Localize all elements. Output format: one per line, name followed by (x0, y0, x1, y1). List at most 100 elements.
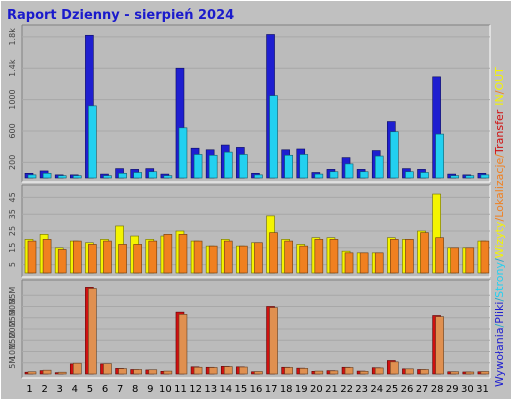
bar-lokalizacje-day-15 (239, 245, 248, 274)
x-tick-label: 28 (431, 384, 444, 395)
x-tick-label: 19 (295, 384, 308, 395)
bar-in-day-30 (465, 371, 475, 375)
bar-in-day-29 (450, 371, 460, 375)
bar-lokalizacje-day-16 (254, 242, 263, 274)
bar-pliki-day-22 (344, 163, 354, 179)
x-tick-label: 4 (72, 384, 78, 395)
bar-in-day-25 (390, 361, 399, 375)
bar-pliki-day-28 (435, 133, 444, 179)
bar-lokalizacje-day-6 (103, 240, 112, 274)
legend-item: Wizyty (493, 221, 506, 258)
bar-lokalizacje-day-27 (420, 232, 429, 274)
x-tick-label: 12 (189, 384, 202, 395)
bar-pliki-day-17 (269, 95, 278, 179)
bar-pliki-day-9 (148, 171, 158, 179)
bar-pliki-day-19 (299, 154, 309, 179)
legend-item: / (493, 218, 506, 222)
bar-lokalizacje-day-19 (299, 245, 309, 274)
bar-in-day-23 (359, 370, 369, 375)
x-tick-label: 22 (340, 384, 353, 395)
bar-lokalizacje-day-5 (88, 244, 97, 274)
x-tick-label: 3 (57, 384, 63, 395)
panel-top: 200 600 1000 1.4k 1.8k (8, 24, 491, 183)
legend-item: / (493, 298, 506, 302)
bar-lokalizacje-day-2 (42, 239, 52, 274)
chart-legend: Wywołania/Pliki/Strony/Wizyty/Lokalizacj… (493, 67, 506, 387)
bar-lokalizacje-day-18 (284, 240, 293, 274)
bar-pliki-day-10 (163, 175, 173, 179)
y-tick-label: 1000 (8, 89, 17, 109)
x-tick-label: 6 (102, 384, 108, 395)
bar-in-day-20 (314, 370, 324, 375)
chart-panels: 200 600 1000 1.4k 1.8k 5 15 25 35 45 5M10M15M20M25… (8, 24, 491, 379)
bar-pliki-day-29 (450, 175, 460, 179)
bar-in-day-1 (27, 371, 37, 375)
legend-text: Wywołania/Pliki/Strony/Wizyty/Lokalizacj… (493, 67, 506, 387)
bar-lokalizacje-day-31 (480, 240, 490, 274)
bar-pliki-day-3 (57, 175, 67, 179)
bar-in-day-28 (435, 316, 444, 375)
bar-pliki-day-15 (239, 154, 248, 179)
y-tick-label: 35M (8, 287, 17, 304)
bar-lokalizacje-day-11 (178, 234, 188, 274)
bar-lokalizacje-day-29 (450, 247, 460, 274)
bar-pliki-day-12 (193, 154, 203, 179)
bar-in-day-7 (118, 368, 127, 375)
bar-pliki-day-16 (254, 174, 263, 179)
bar-pliki-day-8 (133, 172, 142, 179)
x-tick-label: 17 (265, 384, 278, 395)
y-tick-label: 1.4k (8, 59, 17, 77)
x-tick-label: 25 (386, 384, 399, 395)
bar-lokalizacje-day-4 (72, 240, 82, 274)
bar-pliki-day-14 (223, 151, 233, 179)
bar-in-day-2 (42, 369, 52, 375)
y-tick-label: 10M (8, 343, 17, 360)
bar-in-day-4 (72, 362, 82, 375)
bar-in-day-15 (239, 366, 248, 375)
x-tick-label: 11 (174, 384, 187, 395)
bar-pliki-day-31 (480, 174, 490, 179)
bar-lokalizacje-day-9 (148, 240, 158, 274)
x-tick-label: 21 (325, 384, 338, 395)
legend-item: Strony (493, 262, 506, 298)
legend-item: / (493, 258, 506, 262)
bar-pliki-day-24 (374, 155, 384, 179)
bar-lokalizacje-day-10 (163, 234, 173, 274)
bar-lokalizacje-day-24 (374, 252, 384, 274)
chart-title: Raport Dzienny - sierpień 2024 (7, 8, 234, 23)
bar-lokalizacje-day-21 (329, 239, 339, 274)
x-tick-label: 30 (461, 384, 474, 395)
x-axis-labels: 1 2 3 4 5 6 7 8 9 10 11 12 13 14 15 16 17 18 19 20 21 22 23 24 2… (26, 384, 488, 395)
bar-lokalizacje-day-20 (314, 239, 324, 274)
x-tick-label: 1 (26, 384, 32, 395)
bar-in-day-10 (163, 370, 173, 375)
bar-in-day-19 (299, 368, 309, 375)
y-tick-label: 35 (8, 209, 17, 219)
bar-pliki-day-1 (27, 174, 37, 179)
bar-pliki-day-20 (314, 173, 324, 179)
x-tick-label: 26 (401, 384, 414, 395)
bar-pliki-day-11 (178, 127, 188, 179)
x-tick-label: 16 (250, 384, 263, 395)
bar-pliki-day-4 (72, 175, 82, 179)
bar-in-day-18 (284, 367, 293, 375)
x-tick-label: 18 (280, 384, 293, 395)
legend-item: Wywołania (493, 327, 506, 387)
y-tick-label: 200 (8, 155, 17, 170)
x-tick-label: 20 (310, 384, 323, 395)
x-tick-label: 23 (355, 384, 368, 395)
bar-lokalizacje-day-26 (405, 239, 414, 274)
x-tick-label: 15 (235, 384, 248, 395)
x-tick-label: 5 (87, 384, 93, 395)
bar-pliki-day-25 (390, 131, 399, 179)
bar-lokalizacje-day-1 (27, 240, 37, 274)
bar-in-day-9 (148, 369, 158, 375)
bar-lokalizacje-day-30 (465, 247, 475, 274)
x-tick-label: 8 (132, 384, 138, 395)
x-tick-label: 10 (159, 384, 172, 395)
legend-item: / (493, 90, 506, 94)
bar-in-day-3 (57, 371, 67, 375)
bar-lokalizacje-day-23 (359, 252, 369, 274)
bar-in-day-5 (88, 288, 97, 375)
bar-pliki-day-30 (465, 175, 475, 179)
